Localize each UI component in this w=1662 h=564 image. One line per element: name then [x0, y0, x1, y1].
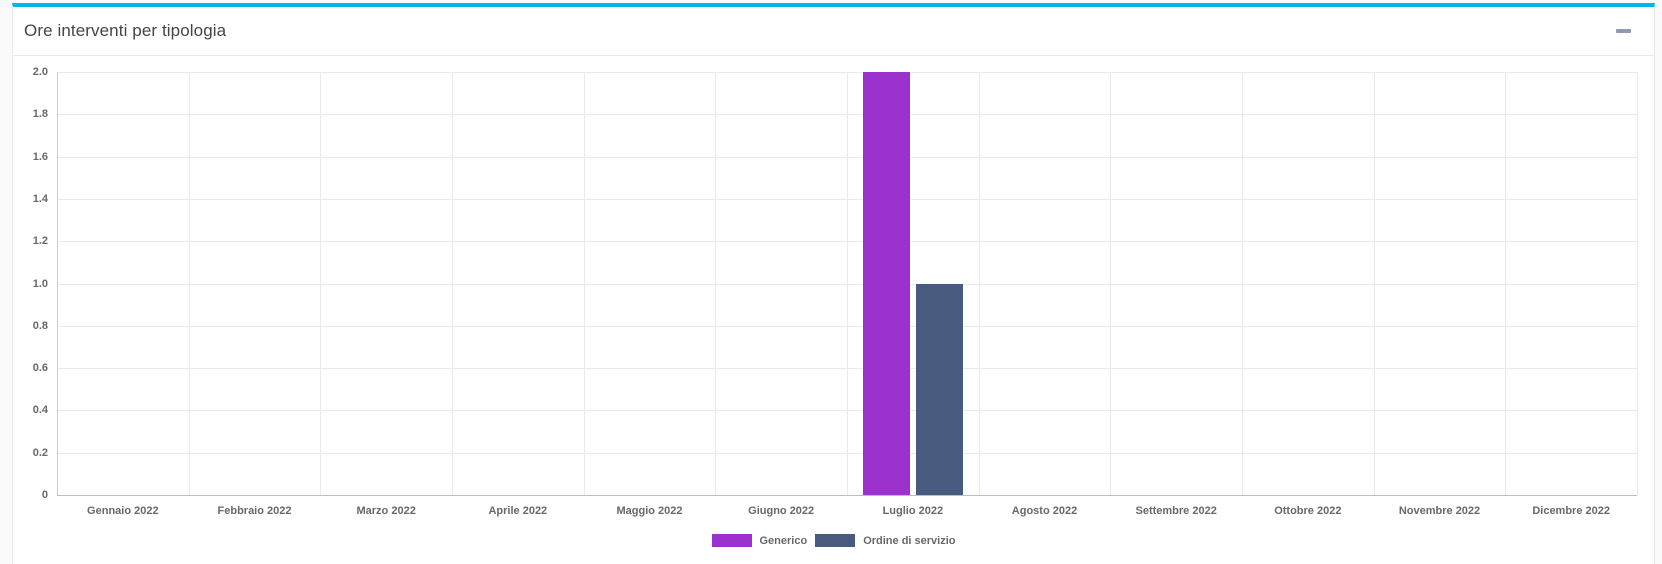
gridline-v — [715, 72, 717, 495]
y-axis-line — [57, 72, 58, 495]
gridline-v — [1110, 72, 1112, 495]
legend-item[interactable]: Ordine di servizio — [815, 534, 956, 547]
x-axis-label: Gennaio 2022 — [87, 505, 159, 517]
y-axis-label: 2.0 — [32, 66, 48, 78]
minus-icon — [1615, 29, 1631, 33]
x-axis-label: Ottobre 2022 — [1274, 505, 1342, 517]
gridline-v — [978, 72, 980, 495]
bar-ordine-di-servizio[interactable] — [915, 283, 963, 495]
y-axis-label: 0.8 — [32, 319, 48, 332]
x-axis-label: Settembre 2022 — [1135, 505, 1217, 517]
bar-generico[interactable] — [862, 72, 910, 495]
x-axis-label: Agosto 2022 — [1011, 505, 1078, 517]
x-axis-label: Febbraio 2022 — [217, 505, 292, 517]
y-axis-label: 0.4 — [32, 404, 48, 417]
panel-ore-interventi: Ore interventi per tipologia 0 0.2 0.4 0.6 0… — [12, 3, 1655, 564]
x-axis-label: Novembre 2022 — [1398, 505, 1481, 517]
chart-legend: Generico Ordine di servizio — [13, 534, 1654, 547]
y-axis-label: 0 — [41, 489, 48, 501]
y-axis-label: 1.0 — [32, 277, 48, 290]
legend-label: Ordine di servizio — [863, 534, 956, 547]
y-axis-label: 1.4 — [32, 192, 48, 205]
gridline-v — [1373, 72, 1375, 495]
collapse-button[interactable] — [1610, 20, 1636, 42]
bar-chart: 0 0.2 0.4 0.6 0.8 1.0 1.2 1.4 1.6 1.8 2.0 Gennaio 2… — [13, 56, 1654, 563]
y-axis-label: 0.2 — [32, 446, 48, 459]
x-axis-label: Aprile 2022 — [488, 505, 548, 517]
plot-area: 0 0.2 0.4 0.6 0.8 1.0 1.2 1.4 1.6 1.8 2.0 Gennaio 2… — [33, 66, 1638, 517]
legend-swatch — [711, 534, 752, 547]
legend-swatch — [815, 534, 856, 547]
x-axis-label: Giugno 2022 — [748, 505, 815, 517]
y-axis-label: 1.8 — [32, 108, 48, 121]
y-axis-label: 1.6 — [32, 150, 48, 163]
gridline-v — [320, 72, 322, 495]
x-axis-label: Luglio 2022 — [882, 505, 944, 517]
gridline-v — [452, 72, 453, 495]
legend-item[interactable]: Generico — [711, 534, 808, 547]
x-axis-label: Dicembre 2022 — [1532, 505, 1610, 517]
x-axis-label: Maggio 2022 — [616, 505, 683, 517]
gridline-v — [188, 72, 190, 495]
x-axis-label: Marzo 2022 — [356, 505, 416, 517]
gridline-v — [1505, 72, 1507, 495]
panel-title: Ore interventi per tipologia — [24, 21, 227, 40]
gridline-v — [1637, 72, 1638, 495]
y-axis-label: 1.2 — [32, 235, 48, 248]
y-axis-label: 0.6 — [32, 362, 48, 375]
panel-header: Ore interventi per tipologia — [13, 7, 1654, 56]
gridline-v — [847, 72, 848, 495]
gridline-h — [57, 495, 1637, 496]
gridline-v — [583, 72, 585, 495]
legend-label: Generico — [759, 534, 808, 547]
gridline-v — [1242, 72, 1243, 495]
